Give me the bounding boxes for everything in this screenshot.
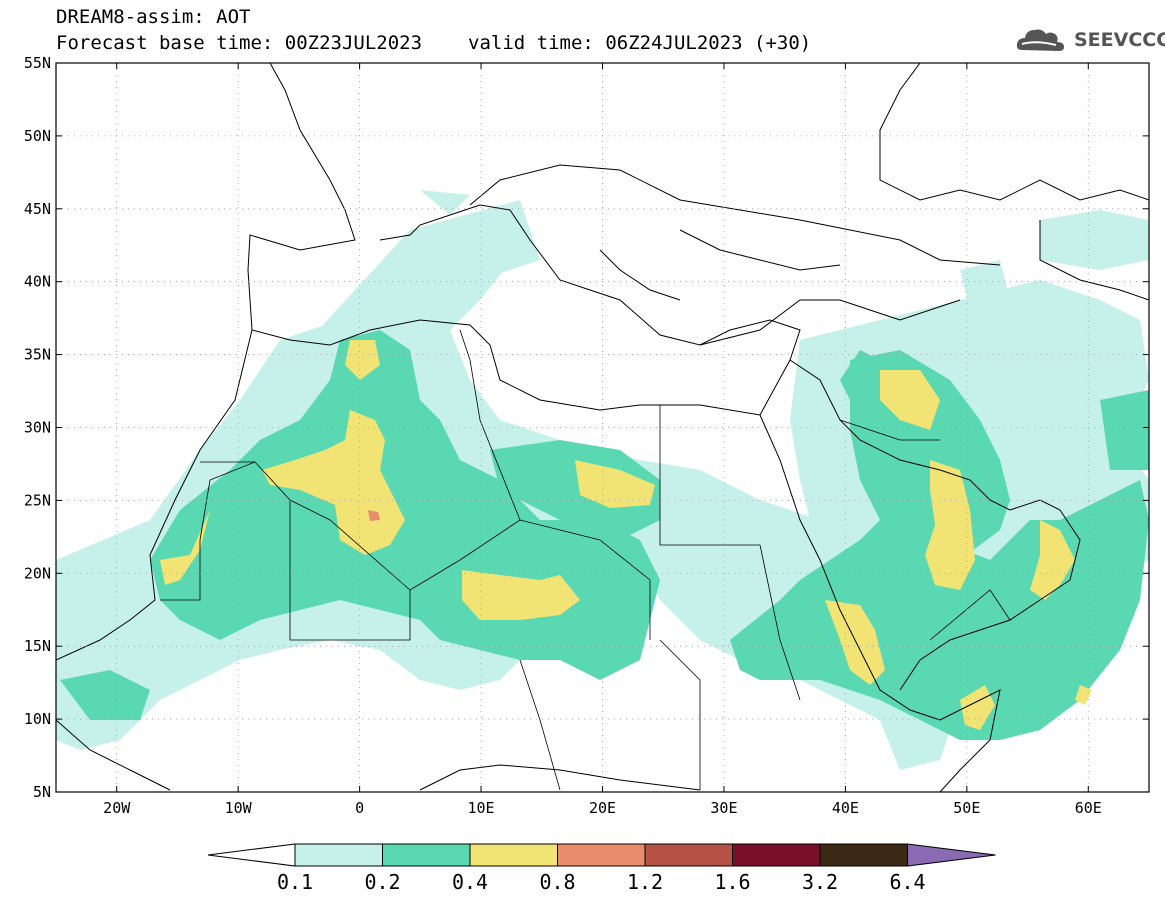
colorbar-box — [557, 843, 646, 867]
aot-map: 55N 50N 45N 40N 35N 30N 25N 20N 15N 10N 5N 20W 10W 0 1… — [24, 54, 1150, 817]
colorbar-box — [294, 843, 383, 867]
lon-tick-label: 20E — [589, 799, 616, 817]
lat-tick-label: 25N — [24, 491, 51, 509]
colorbar-box — [819, 843, 908, 867]
colorbar-below-arrow — [207, 843, 296, 867]
aot-level-0-8 — [368, 510, 380, 521]
colorbar-box — [644, 843, 733, 867]
coastlines — [56, 63, 1149, 792]
colorbar-box — [469, 843, 558, 867]
valid-time: valid time: 06Z24JUL2023 (+30) — [468, 32, 812, 54]
lon-tick-label: 30E — [710, 799, 737, 817]
lon-tick-label: 20W — [103, 799, 131, 817]
seevccc-logo: SEEVCCC — [1016, 24, 1165, 58]
aot-fields — [56, 63, 1149, 792]
lat-tick-label: 20N — [24, 564, 51, 582]
axis-ticks: 55N 50N 45N 40N 35N 30N 25N 20N 15N 10N 5N 20W 10W 0 1… — [24, 54, 1149, 817]
aot-level-0-4 — [160, 340, 1092, 730]
colorbar-label: 3.2 — [802, 870, 838, 893]
colorbar-label: 0.8 — [539, 870, 575, 893]
colorbar-labels: 0.1 0.2 0.4 0.8 1.2 1.6 3.2 6.4 — [277, 870, 926, 893]
colorbar-label: 0.1 — [277, 870, 313, 893]
lon-tick-label: 60E — [1075, 799, 1102, 817]
colorbar-label: 0.4 — [452, 870, 488, 893]
colorbar-label: 1.2 — [627, 870, 663, 893]
lon-tick-label: 50E — [953, 799, 980, 817]
colorbar-label: 1.6 — [714, 870, 750, 893]
colorbar-label: 0.2 — [364, 870, 400, 893]
lon-tick-label: 10W — [225, 799, 253, 817]
colorbar-boxes — [207, 843, 996, 867]
logo-text: SEEVCCC — [1074, 29, 1165, 51]
lat-tick-label: 45N — [24, 200, 51, 218]
lat-tick-label: 35N — [24, 346, 51, 364]
colorbar-label: 6.4 — [889, 870, 925, 893]
lon-tick-label: 40E — [832, 799, 859, 817]
lat-tick-label: 15N — [24, 637, 51, 655]
colorbar-above-arrow — [907, 843, 996, 867]
country-borders — [160, 329, 1011, 791]
lat-tick-label: 50N — [24, 127, 51, 145]
gridlines — [56, 63, 1149, 792]
cloud-icon — [1016, 29, 1064, 51]
lon-tick-label: 10E — [468, 799, 495, 817]
lat-tick-label: 40N — [24, 273, 51, 291]
lon-tick-label: 0 — [355, 799, 364, 817]
forecast-base-time: Forecast base time: 00Z23JUL2023 — [56, 32, 423, 54]
colorbar-box — [732, 843, 821, 867]
lat-tick-label: 10N — [24, 710, 51, 728]
time-line: Forecast base time: 00Z23JUL2023 valid ti… — [56, 32, 811, 54]
lat-tick-label: 5N — [33, 783, 51, 801]
colorbar-box — [382, 843, 471, 867]
aot-colorbar: 0.1 0.2 0.4 0.8 1.2 1.6 3.2 6.4 — [207, 843, 996, 893]
map-title: DREAM8-assim: AOT — [56, 6, 251, 28]
lat-tick-label: 55N — [24, 54, 51, 72]
lat-tick-label: 30N — [24, 419, 51, 437]
